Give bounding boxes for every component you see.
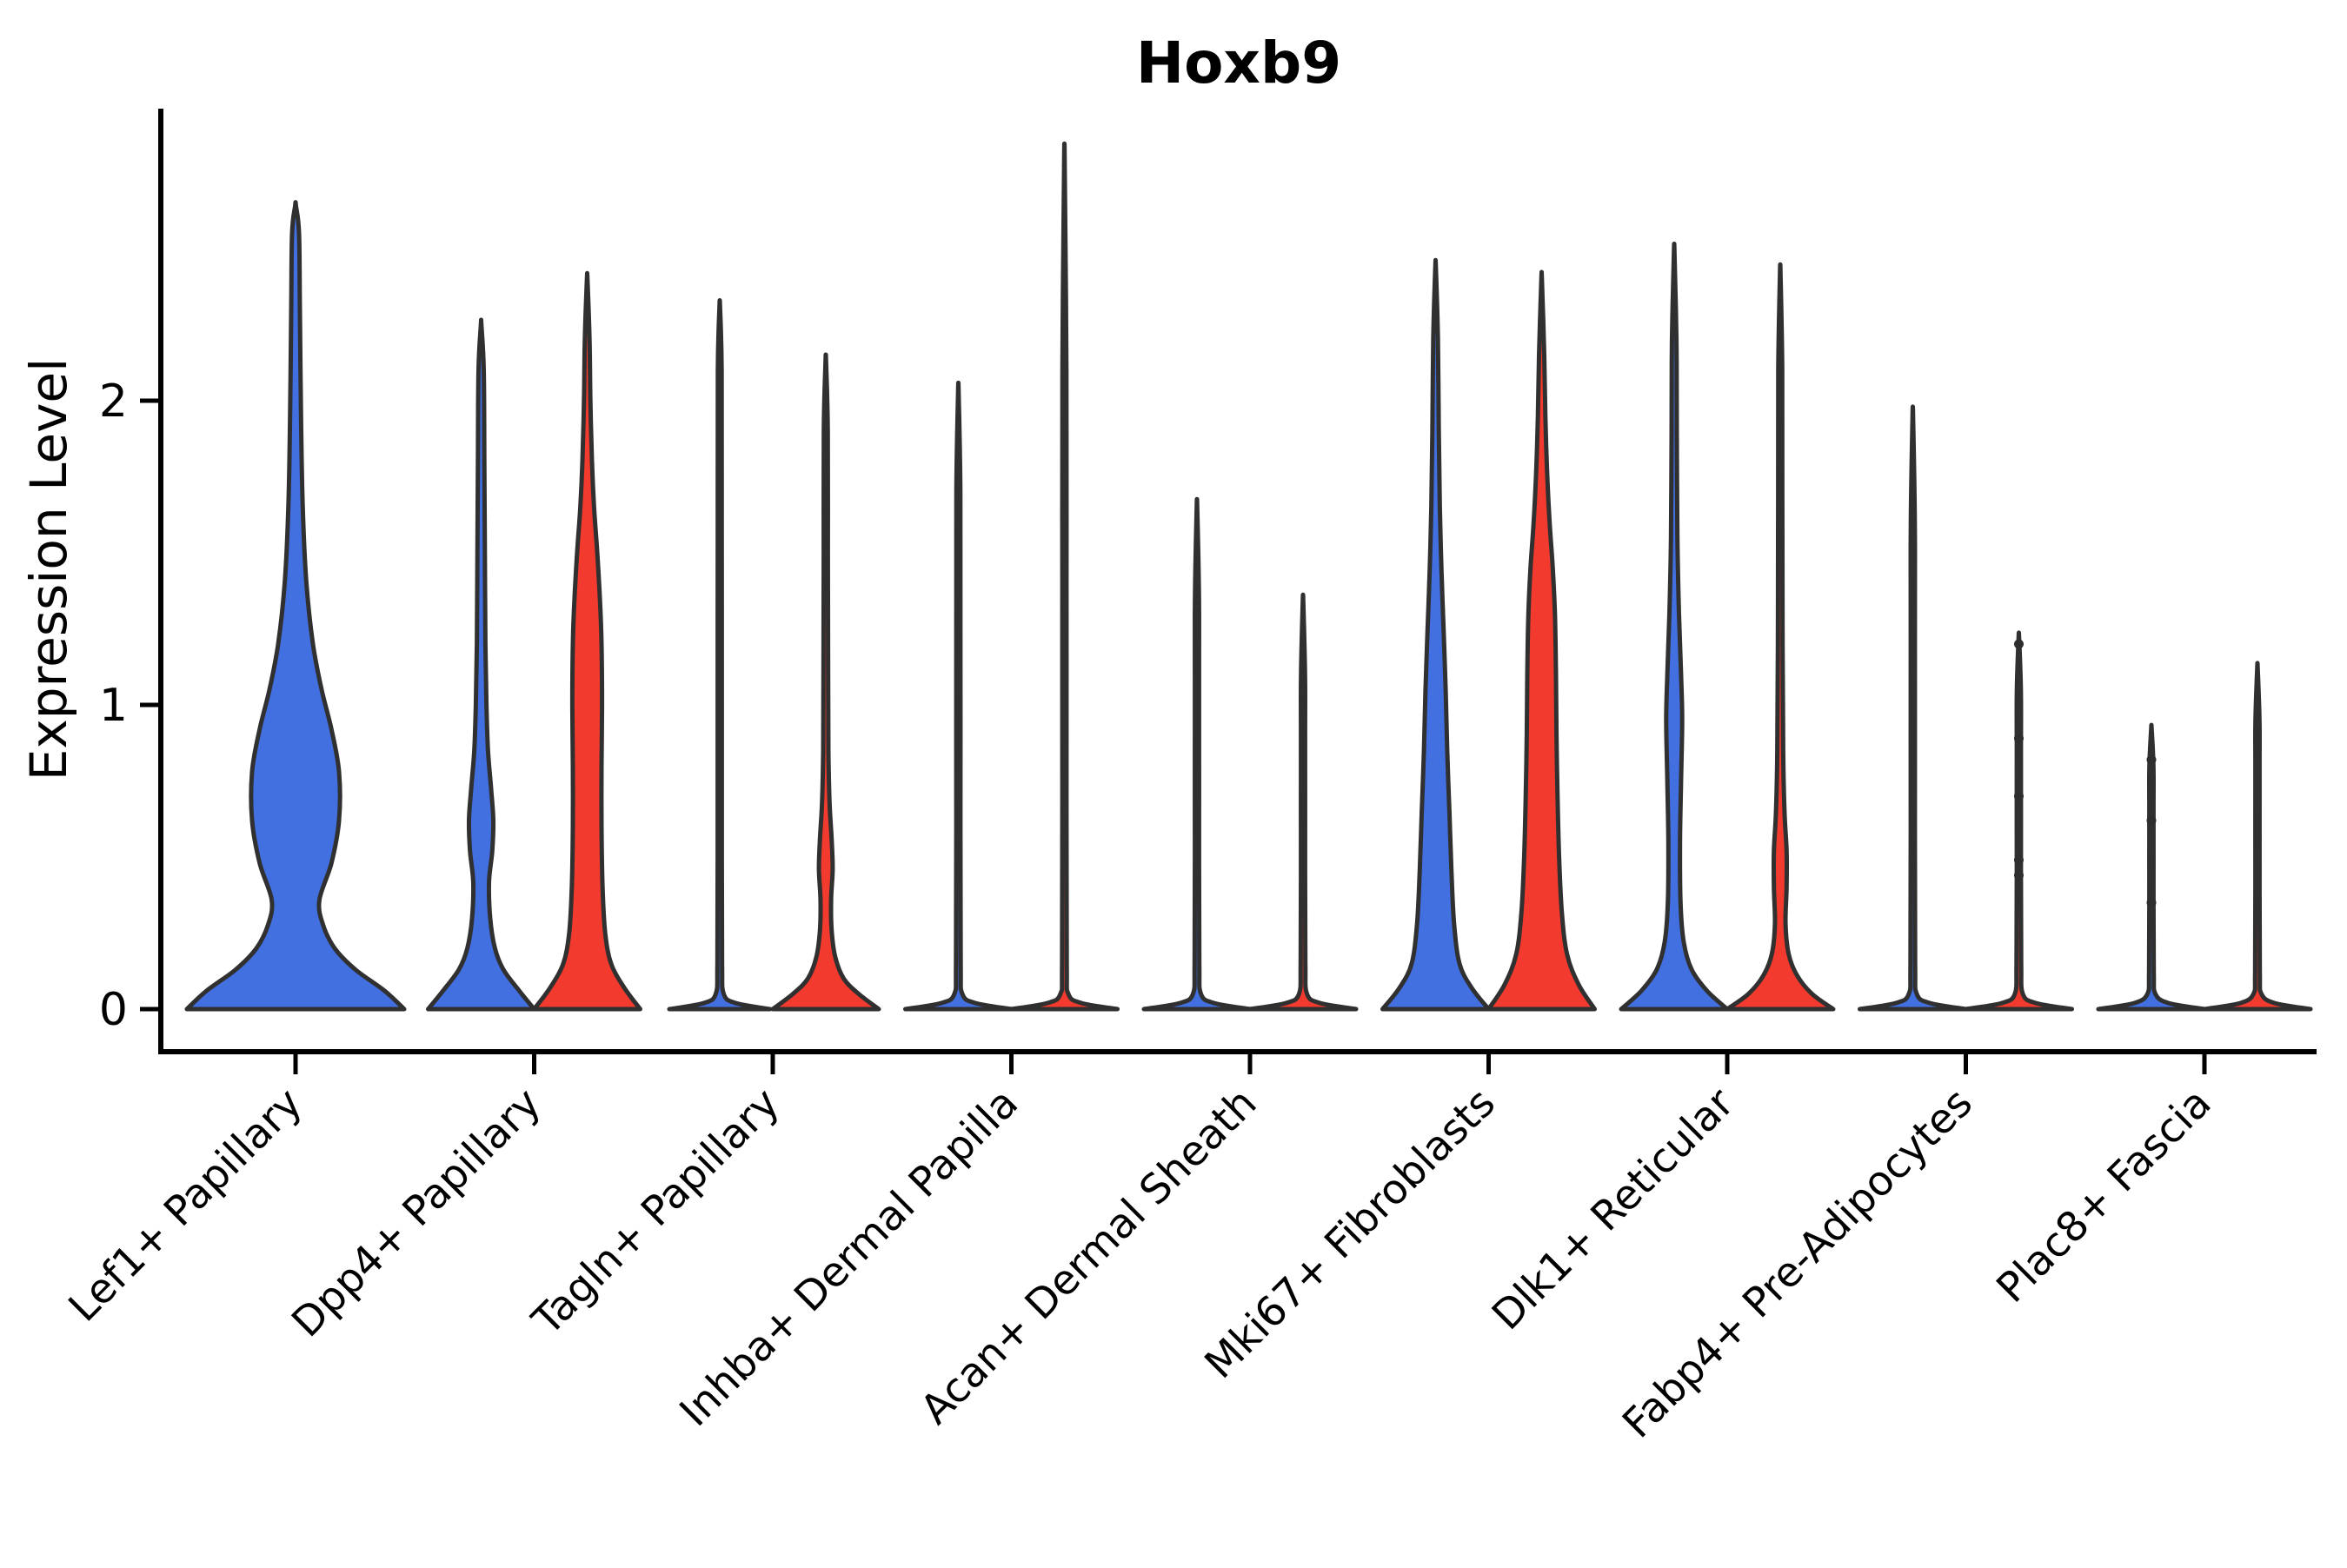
violin-blue-inhba+ xyxy=(903,380,1014,1012)
data-point xyxy=(2146,754,2157,765)
violin-blue-dlk1+ xyxy=(1619,242,1730,1012)
data-point xyxy=(2146,815,2157,826)
x-category-label: Dpp4+ Papillary xyxy=(283,1080,550,1347)
x-category-label: Lef1+ Papillary xyxy=(60,1080,312,1332)
violin-red-tagln+ xyxy=(770,352,881,1012)
violin-blue-mki67+ xyxy=(1380,257,1491,1012)
violin-blue-tagln+ xyxy=(667,298,773,1012)
x-category-label: Plac8+ Fascia xyxy=(1988,1080,2221,1312)
data-point xyxy=(2014,791,2024,801)
y-axis-label: Expression Level xyxy=(19,357,78,781)
violin-blue-plac8+ xyxy=(2096,722,2207,1012)
violin-red-mki67+ xyxy=(1486,269,1597,1012)
y-tick-label: 0 xyxy=(99,984,128,1036)
violin-blue-lef1+ xyxy=(184,200,407,1012)
violin-blue-fabp4+ xyxy=(1858,404,1968,1012)
data-point xyxy=(2014,734,2024,743)
y-tick-label: 2 xyxy=(99,375,128,428)
violin-blue-dpp4+ xyxy=(426,317,536,1012)
violin-red-fabp4+ xyxy=(1964,630,2074,1012)
violin-red-dpp4+ xyxy=(532,270,642,1012)
x-category-label: Dlk1+ Reticular xyxy=(1483,1079,1744,1339)
data-point xyxy=(2014,639,2024,649)
y-tick-label: 1 xyxy=(99,680,128,732)
violin-red-acan+ xyxy=(1247,592,1359,1012)
data-point xyxy=(2014,870,2024,880)
violin-red-plac8+ xyxy=(2202,661,2313,1012)
x-category-label: Tagln+ Papillary xyxy=(523,1080,789,1345)
violin-red-inhba+ xyxy=(1009,141,1120,1012)
data-point xyxy=(2014,855,2024,865)
violin-blue-acan+ xyxy=(1141,496,1253,1012)
chart-title: Hoxb9 xyxy=(1135,30,1342,96)
data-point xyxy=(2146,898,2157,907)
violin-red-dlk1+ xyxy=(1725,262,1836,1012)
